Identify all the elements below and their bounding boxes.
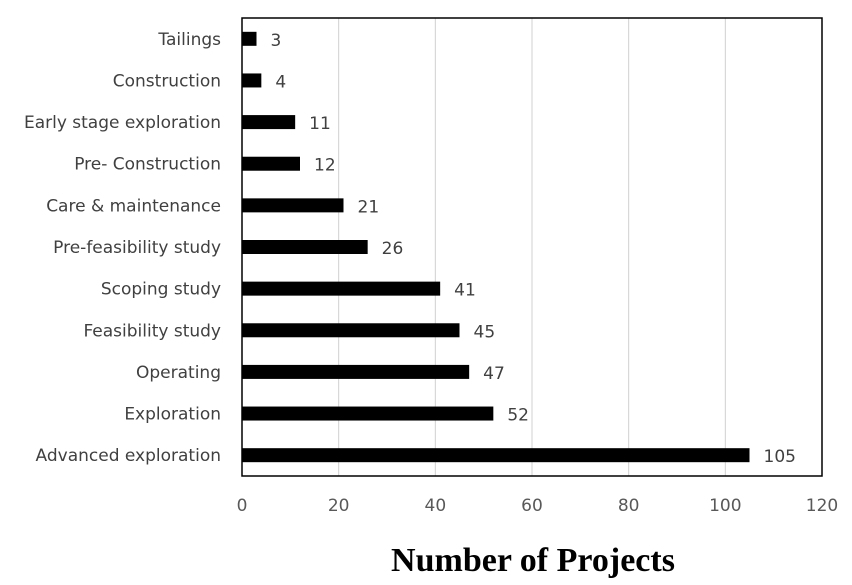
bar-3 — [242, 156, 300, 171]
data-label-0: 3 — [271, 31, 282, 51]
bars — [242, 31, 750, 463]
bar-4 — [242, 198, 344, 213]
x-tick-label-100: 100 — [709, 496, 741, 516]
category-label-2: Early stage exploration — [24, 113, 221, 133]
category-label-5: Pre-feasibility study — [53, 238, 221, 258]
category-label-1: Construction — [113, 71, 221, 91]
x-tick-label-80: 80 — [618, 496, 640, 516]
category-label-7: Feasibility study — [83, 321, 221, 341]
category-label-4: Care & maintenance — [46, 196, 221, 216]
bar-9 — [242, 406, 494, 421]
bar-7 — [242, 323, 460, 338]
data-label-9: 52 — [507, 406, 529, 426]
x-tick-label-120: 120 — [806, 496, 838, 516]
data-label-5: 26 — [382, 239, 404, 259]
category-label-8: Operating — [136, 363, 221, 383]
plot-frame — [241, 17, 823, 477]
bar-10 — [242, 448, 750, 463]
data-label-8: 47 — [483, 364, 505, 384]
category-label-10: Advanced exploration — [36, 446, 221, 466]
bar-1 — [242, 73, 262, 88]
category-label-3: Pre- Construction — [74, 155, 221, 175]
x-tick-label-40: 40 — [425, 496, 447, 516]
data-label-3: 12 — [314, 156, 336, 176]
data-label-10: 105 — [764, 447, 796, 467]
bar-5 — [242, 240, 368, 254]
data-labels: 3 4 11 12 21 26 41 45 47 52 105 — [271, 31, 796, 467]
bar-8 — [242, 364, 470, 379]
x-tick-label-0: 0 — [237, 496, 248, 516]
data-label-2: 11 — [309, 114, 331, 134]
bar-0 — [242, 31, 257, 46]
category-label-0: Tailings — [157, 30, 221, 50]
x-tick-label-20: 20 — [328, 496, 350, 516]
data-label-4: 21 — [358, 197, 380, 217]
category-label-6: Scoping study — [101, 280, 221, 300]
category-labels: Tailings Construction Early stage explorat… — [24, 30, 221, 466]
x-tick-labels: 0 20 40 60 80 100 120 — [237, 496, 839, 516]
bar-2 — [242, 115, 296, 130]
x-axis-title: Number of Projects — [391, 542, 675, 579]
x-tick-label-60: 60 — [521, 496, 543, 516]
data-label-7: 45 — [474, 322, 496, 342]
data-label-6: 41 — [454, 281, 476, 301]
gridlines — [338, 18, 726, 476]
bar-6 — [242, 281, 441, 296]
category-label-9: Exploration — [124, 405, 221, 425]
data-label-1: 4 — [275, 72, 286, 92]
